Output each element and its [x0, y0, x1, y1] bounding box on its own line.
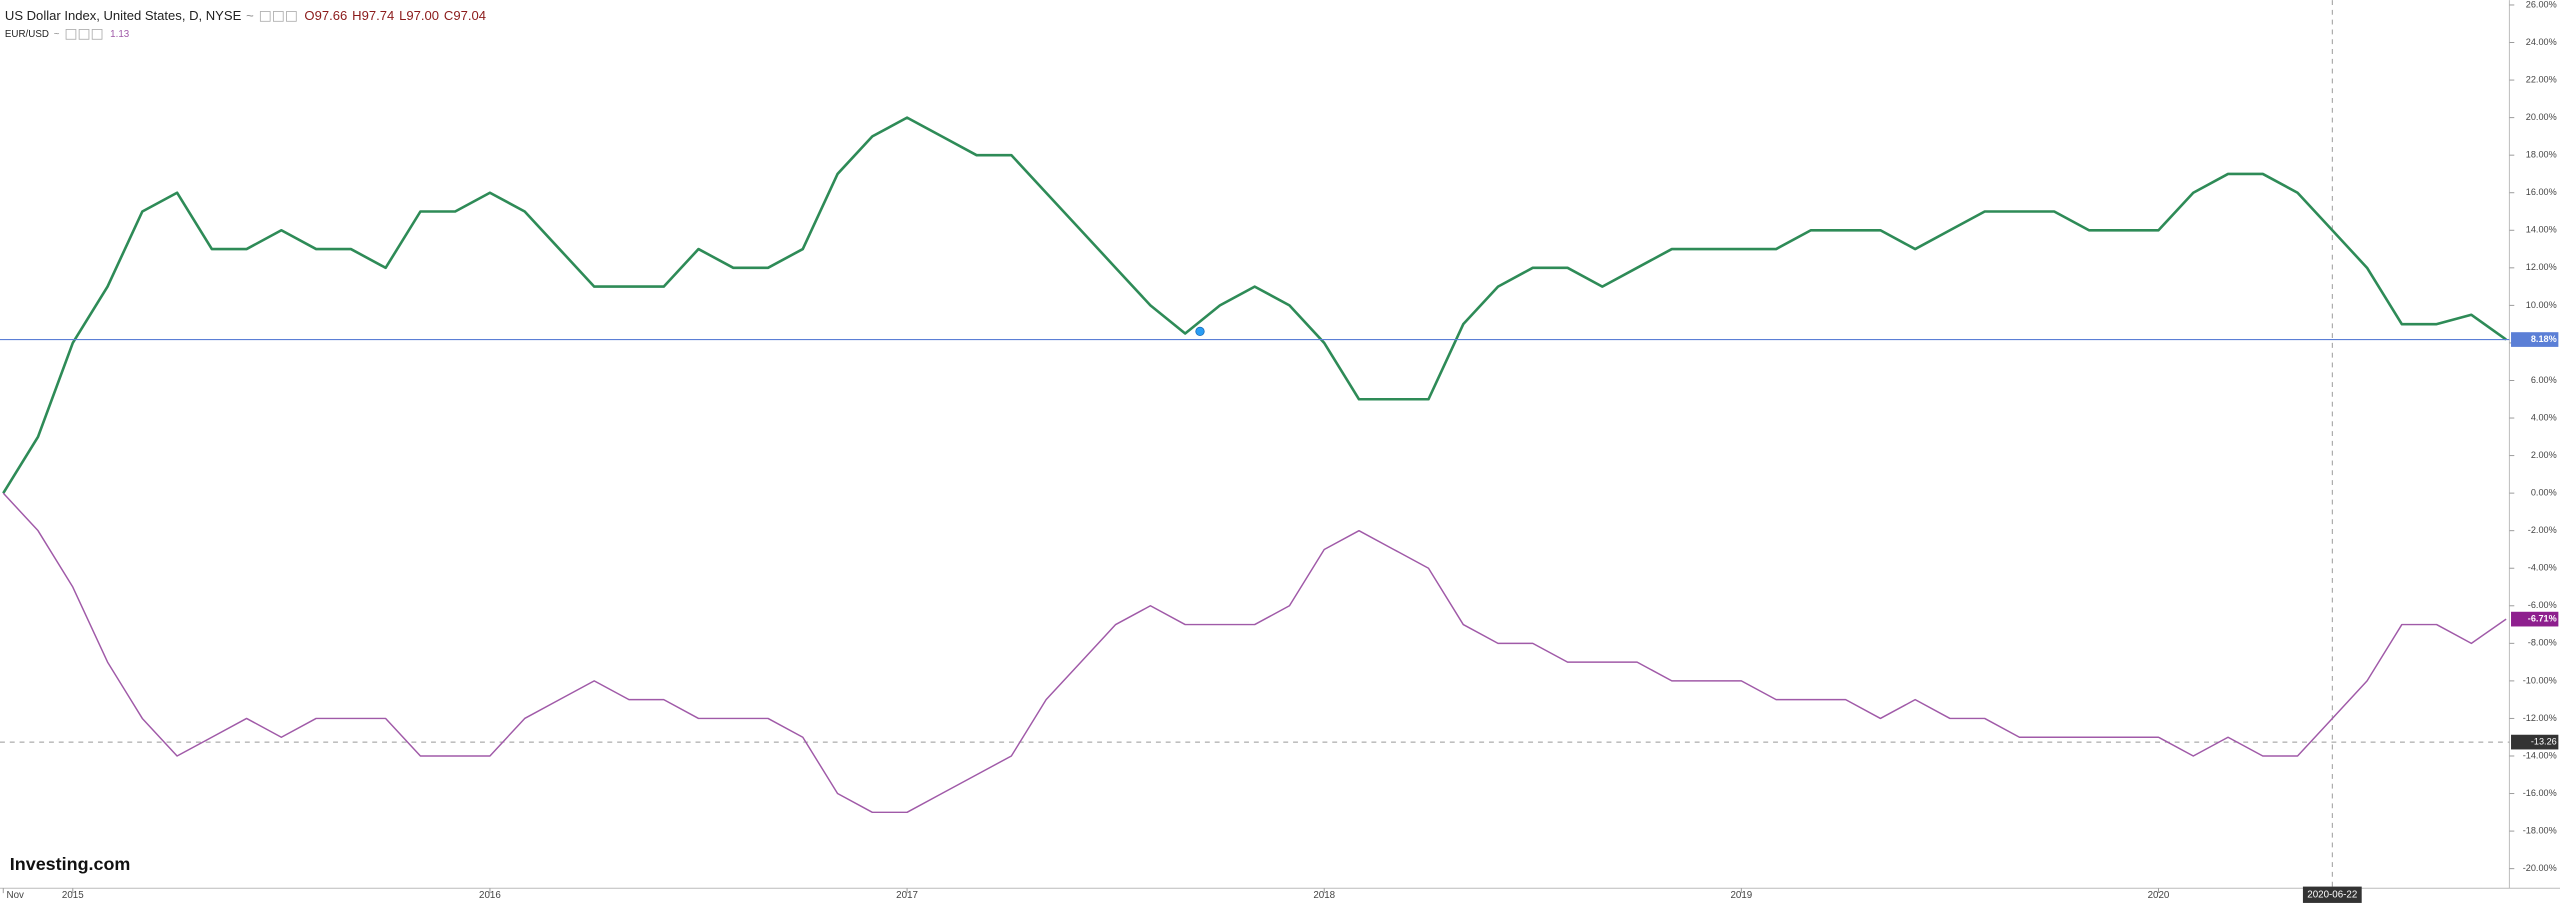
y-tick-label: 4.00%	[2531, 412, 2557, 422]
y-tick-label: 26.00%	[2526, 0, 2557, 9]
y-tick-label: 2.00%	[2531, 450, 2557, 460]
y-tick-label: 20.00%	[2526, 112, 2557, 122]
x-tick-label: 2018	[1313, 890, 1335, 901]
y-tick-label: 24.00%	[2526, 37, 2557, 47]
legend-button[interactable]	[273, 11, 284, 22]
legend-name: US Dollar Index, United States, D, NYSE	[5, 8, 242, 23]
y-tick-label: -8.00%	[2528, 638, 2557, 648]
legend-separator: ~	[246, 8, 254, 23]
y-tick-label: 14.00%	[2526, 225, 2557, 235]
y-tick-label: 22.00%	[2526, 74, 2557, 84]
y-tick-label: -10.00%	[2523, 675, 2557, 685]
alert-marker	[1195, 326, 1205, 337]
legend-name: EUR/USD	[5, 29, 49, 40]
y-tick-label: 12.00%	[2526, 262, 2557, 272]
y-tick-label: 0.00%	[2531, 488, 2557, 498]
y-tick-label: 16.00%	[2526, 187, 2557, 197]
y-tick-label: -2.00%	[2528, 525, 2557, 535]
legend-quote: 1.13	[110, 29, 130, 40]
crosshair-y-label: -13.26	[2531, 737, 2557, 747]
y-tick-label: -16.00%	[2523, 788, 2557, 798]
legend-quote: L97.00	[399, 8, 439, 23]
y-tick-label: 18.00%	[2526, 150, 2557, 160]
y-tick-label: -20.00%	[2523, 863, 2557, 873]
y-tick-label: -6.00%	[2528, 600, 2557, 610]
last-value-label: 8.18%	[2531, 334, 2557, 344]
crosshair-x-label: 2020-06-22	[2307, 889, 2357, 900]
legend-button[interactable]	[286, 11, 297, 22]
y-tick-label: -14.00%	[2523, 750, 2557, 760]
series-line	[2, 116, 2507, 494]
legend-quote: H97.74	[352, 8, 394, 23]
y-tick-label: -18.00%	[2523, 826, 2557, 836]
x-tick-label: 2019	[1730, 890, 1752, 901]
y-tick-label: 10.00%	[2526, 300, 2557, 310]
y-tick-label: -12.00%	[2523, 713, 2557, 723]
legend-button[interactable]	[78, 29, 90, 40]
last-value-box	[2511, 332, 2559, 347]
x-tick-label: 2015	[62, 890, 84, 901]
brand: Investing.com	[10, 854, 131, 874]
y-tick-label: 6.00%	[2531, 375, 2557, 385]
last-value-label: -6.71%	[2528, 614, 2557, 624]
y-tick-label: -4.00%	[2528, 563, 2557, 573]
legend-quote: O97.66	[304, 8, 347, 23]
x-tick-label: 2017	[896, 890, 918, 901]
x-tick-label: 2020	[2148, 890, 2170, 901]
last-value-box	[2511, 611, 2559, 627]
crosshair-y-box	[2511, 734, 2559, 750]
x-tick-label: 2016	[479, 890, 501, 901]
crosshair-x-box	[2302, 886, 2362, 903]
legend-button[interactable]	[91, 29, 103, 40]
series-line	[2, 492, 2507, 814]
legend-button[interactable]	[65, 29, 77, 40]
legend-button[interactable]	[259, 11, 271, 22]
x-tick-label: Nov	[7, 890, 25, 901]
legend-separator: ~	[54, 29, 60, 40]
legend-quote: C97.04	[444, 8, 486, 23]
